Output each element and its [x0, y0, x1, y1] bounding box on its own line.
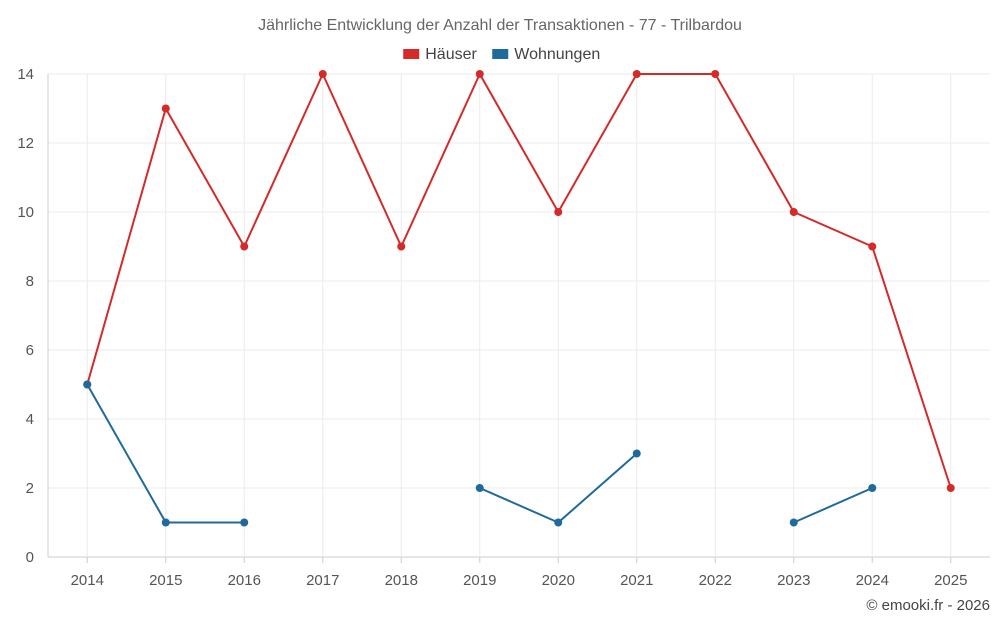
grid [47, 73, 990, 563]
x-tick-label: 2016 [228, 572, 261, 589]
x-axis: 2014 2015 2016 2017 2018 2019 2020 2021 2022 2023… [71, 572, 968, 589]
data-point[interactable] [554, 518, 563, 527]
y-axis: 0 2 4 6 8 10 12 14 [17, 66, 34, 566]
data-point[interactable] [240, 518, 249, 527]
x-tick-label: 2021 [620, 572, 653, 589]
data-point[interactable] [868, 242, 877, 251]
data-point[interactable] [789, 208, 798, 216]
data-point[interactable] [789, 518, 798, 527]
y-tick-label: 4 [26, 411, 34, 428]
legend-label[interactable]: Wohnungen [514, 46, 600, 63]
data-point[interactable] [397, 242, 406, 251]
data-point[interactable] [161, 104, 170, 113]
data-point[interactable] [711, 70, 720, 78]
y-tick-label: 12 [17, 135, 34, 152]
y-tick-label: 8 [26, 273, 34, 290]
y-tick-label: 6 [26, 342, 34, 359]
legend: Häuser Wohnungen [403, 46, 600, 63]
y-tick-label: 0 [26, 549, 34, 566]
x-tick-label: 2024 [856, 572, 889, 589]
data-point[interactable] [554, 208, 563, 216]
legend-swatch [403, 49, 420, 59]
chart-title: Jährliche Entwicklung der Anzahl der Tra… [258, 17, 742, 34]
x-tick-label: 2020 [542, 572, 575, 589]
series-layer [83, 70, 955, 527]
data-point[interactable] [632, 70, 641, 78]
series-line [793, 487, 873, 524]
x-tick-label: 2014 [71, 572, 104, 589]
x-tick-label: 2023 [777, 572, 810, 589]
x-tick-label: 2022 [699, 572, 732, 589]
series-line [86, 73, 952, 489]
x-tick-label: 2025 [934, 572, 967, 589]
data-point[interactable] [161, 518, 170, 527]
legend-label[interactable]: Häuser [425, 46, 477, 63]
x-tick-label: 2018 [385, 572, 418, 589]
x-tick-label: 2019 [463, 572, 496, 589]
data-point[interactable] [318, 70, 327, 78]
credit-text: © emooki.fr - 2026 [866, 597, 990, 614]
data-point[interactable] [632, 449, 641, 458]
legend-swatch [492, 49, 509, 59]
series-0 [83, 70, 955, 492]
data-point[interactable] [83, 380, 92, 389]
x-tick-label: 2015 [149, 572, 182, 589]
data-point[interactable] [868, 484, 877, 492]
data-point[interactable] [240, 242, 249, 251]
data-point[interactable] [475, 484, 484, 492]
series-1 [83, 380, 877, 527]
data-point[interactable] [946, 484, 955, 492]
y-tick-label: 10 [17, 204, 34, 221]
y-tick-label: 14 [17, 66, 34, 83]
y-tick-label: 2 [26, 480, 34, 497]
data-point[interactable] [475, 70, 484, 78]
x-tick-label: 2017 [306, 572, 339, 589]
